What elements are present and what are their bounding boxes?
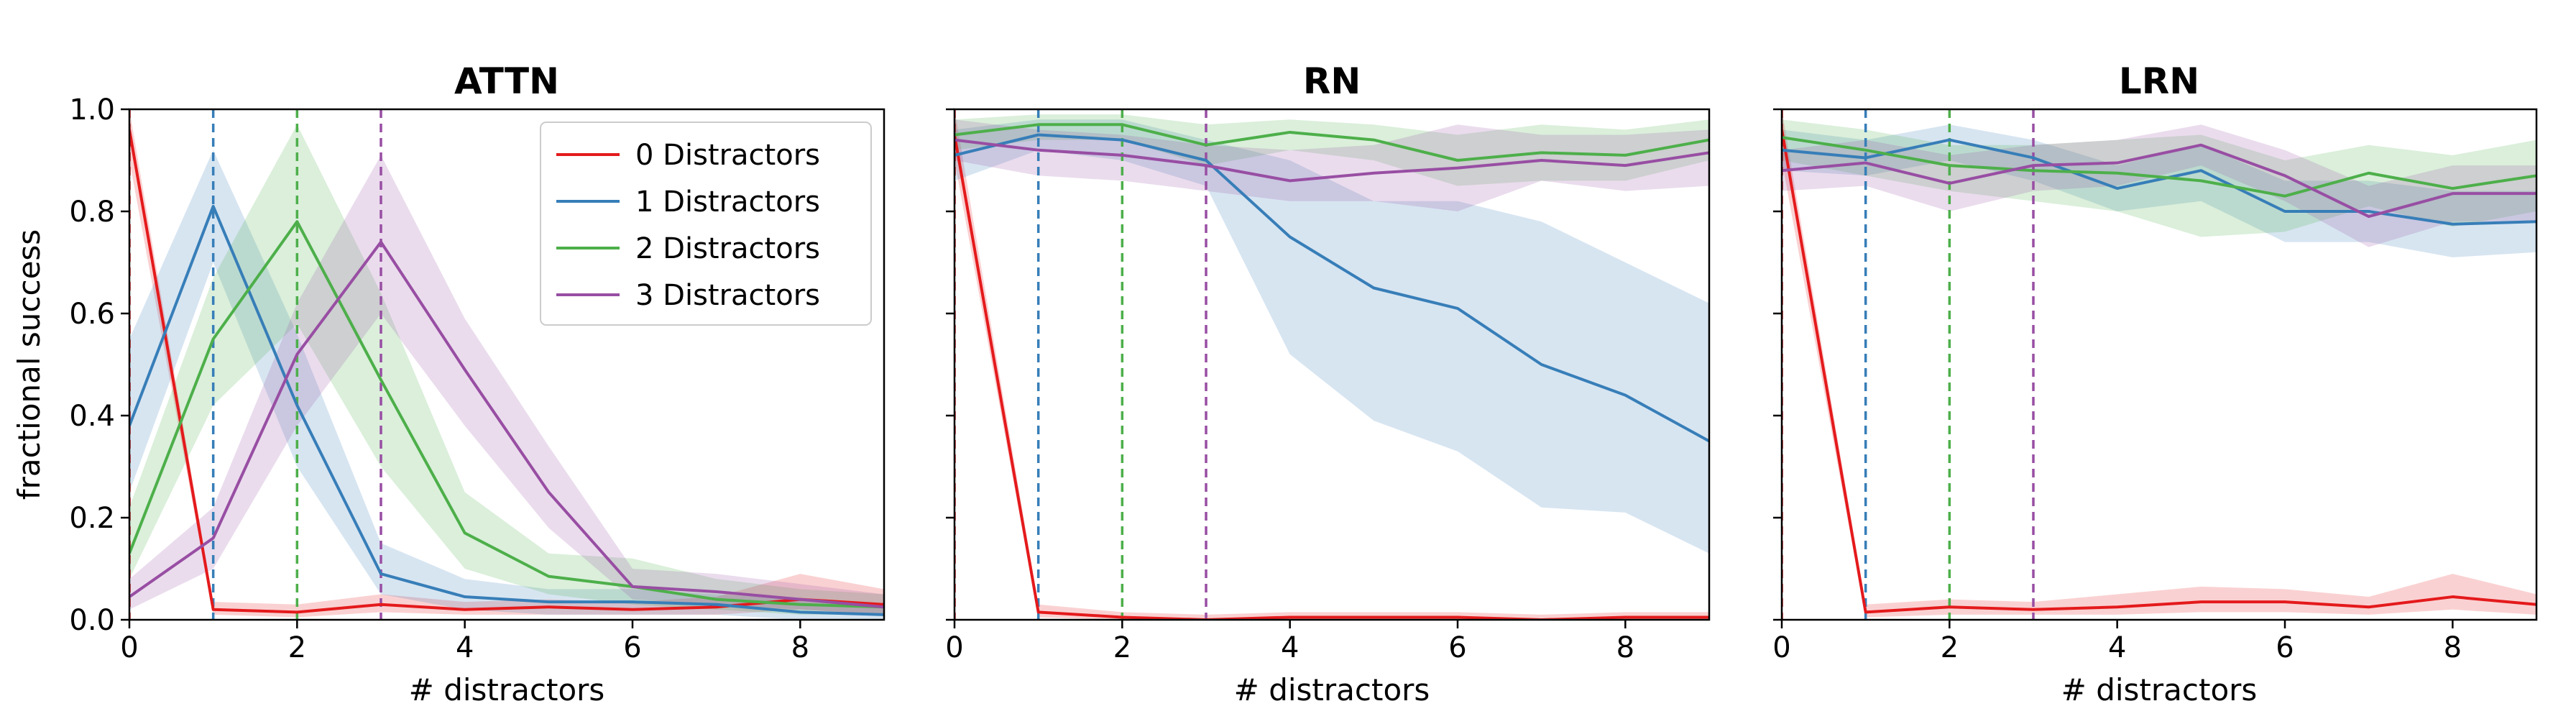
- y-tick-label: 0.6: [69, 298, 115, 331]
- panel-title: RN: [1303, 60, 1361, 102]
- x-tick-label: 6: [623, 631, 641, 664]
- axes-frame: [1780, 108, 2538, 621]
- panel-title: LRN: [2119, 60, 2199, 102]
- series-line-3: [1782, 143, 2536, 219]
- series-line-0: [954, 134, 1709, 620]
- plot-area: [129, 109, 884, 620]
- series-line-1: [129, 204, 884, 616]
- legend: 0 Distractors 1 Distractors 2 Distractors 3…: [540, 122, 872, 326]
- legend-label-2: 2 Distractors: [635, 232, 820, 265]
- x-tick-label: 8: [2444, 631, 2462, 664]
- x-tick-label: 6: [1448, 631, 1466, 664]
- legend-label-0: 0 Distractors: [635, 139, 820, 172]
- x-tick-label: 2: [1113, 631, 1131, 664]
- x-tick-label: 6: [2276, 631, 2294, 664]
- panel-attn: 0 2 4 6 8 0.0 0.2 0.4 0.6 0.8 1.0 ATTN # distractors…: [12, 60, 886, 707]
- x-tick-label: 4: [456, 631, 474, 664]
- x-axis-label: # distractors: [2061, 672, 2258, 707]
- series-line-2: [954, 123, 1709, 162]
- x-tick-label: 8: [1616, 631, 1634, 664]
- y-tick-label: 0.2: [69, 502, 115, 535]
- series-line-1: [954, 133, 1709, 443]
- series-line-3: [954, 138, 1709, 183]
- series-line-2: [129, 220, 884, 609]
- x-axis-label: # distractors: [1234, 672, 1430, 707]
- confidence-band-1: [1782, 124, 2536, 257]
- confidence-band-3: [1782, 124, 2536, 247]
- x-tick-label: 0: [1772, 631, 1790, 664]
- confidence-band-3: [129, 155, 884, 615]
- x-tick-label: 0: [120, 631, 138, 664]
- legend-label-1: 1 Distractors: [635, 186, 820, 219]
- x-tick-label: 2: [288, 631, 306, 664]
- x-tick-label: 0: [945, 631, 963, 664]
- axes-frame: [128, 108, 886, 621]
- series-line-3: [129, 240, 884, 609]
- y-tick-label: 0.0: [69, 604, 115, 637]
- panel-lrn: 0 2 4 6 8 LRN # distractors: [1772, 60, 2538, 707]
- plot-area: [1782, 109, 2536, 620]
- confidence-band-2: [954, 114, 1709, 186]
- y-tick-label: 1.0: [69, 93, 115, 127]
- confidence-band-1: [129, 150, 884, 620]
- y-axis-label: fractional success: [12, 229, 47, 500]
- x-axis-label: # distractors: [409, 672, 605, 707]
- x-tick-label: 2: [1941, 631, 1959, 664]
- confidence-band-3: [954, 119, 1709, 211]
- y-tick-label: 0.8: [69, 196, 115, 229]
- confidence-band-1: [954, 119, 1709, 554]
- y-tick-label: 0.4: [69, 400, 115, 433]
- series-line-1: [1782, 138, 2536, 226]
- axes-frame: [953, 108, 1711, 621]
- x-tick-label: 8: [791, 631, 809, 664]
- x-tick-label: 4: [1281, 631, 1299, 664]
- series-line-0: [1782, 129, 2536, 614]
- series-line-2: [1782, 136, 2536, 198]
- legend-label-3: 3 Distractors: [635, 279, 820, 312]
- confidence-band-2: [129, 124, 884, 615]
- legend-box: [540, 122, 872, 326]
- panel-title: ATTN: [454, 60, 559, 102]
- plot-area: [954, 109, 1709, 620]
- panel-rn: 0 2 4 6 8 RN # distractors: [945, 60, 1711, 707]
- x-tick-label: 4: [2108, 631, 2126, 664]
